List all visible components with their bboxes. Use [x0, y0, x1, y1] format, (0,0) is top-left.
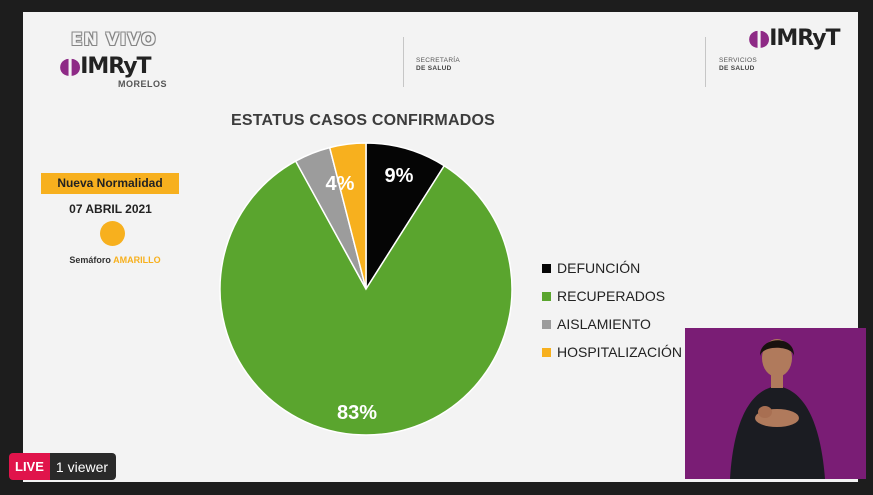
slide: EN VIVO ◖◗IMRyT MORELOS SECRETARÍA DE SA…	[23, 12, 858, 482]
header-divider	[403, 37, 404, 87]
imryt-mark-icon: ◖◗	[59, 54, 81, 79]
pie-slice	[365, 142, 446, 292]
pie-slice	[219, 160, 513, 436]
viewer-count: 1 viewer	[55, 458, 109, 475]
legend-label: DEFUNCIÓN	[557, 260, 641, 276]
morelos-label: MORELOS	[118, 79, 168, 89]
pie-slice-label: 9%	[385, 165, 414, 187]
pie-slice-label: 4%	[336, 149, 365, 171]
legend-label: AISLAMIENTO	[557, 316, 651, 332]
legend-label: HOSPITALIZACIÓN	[557, 344, 682, 360]
date-label: 07 ABRIL 2021	[69, 202, 152, 216]
imryt-brand-text: IMRyT	[80, 54, 151, 79]
chart-legend: DEFUNCIÓN RECUPERADOS AISLAMIENTO HOSPIT…	[542, 254, 682, 366]
pie-slice	[328, 142, 367, 290]
legend-swatch	[542, 263, 551, 273]
semaforo-value: AMARILLO	[113, 255, 161, 265]
servicios-de-salud-label: SERVICIOS DE SALUD	[719, 57, 757, 73]
legend-swatch	[542, 319, 551, 329]
interpreter-figure	[685, 328, 866, 479]
chart-title: ESTATUS CASOS CONFIRMADOS	[231, 112, 495, 129]
de-salud-text: DE SALUD	[719, 65, 755, 72]
servicios-text: SERVICIOS	[719, 57, 757, 64]
pie-slice-label: 83%	[337, 402, 377, 424]
nueva-normalidad-badge: Nueva Normalidad	[41, 173, 179, 194]
imryt-mark-icon: ◖◗	[748, 26, 770, 51]
pie-slice-label: 4%	[326, 173, 355, 195]
legend-item: AISLAMIENTO	[542, 310, 682, 338]
de-salud-text: DE SALUD	[416, 65, 452, 72]
legend-label: RECUPERADOS	[557, 288, 666, 304]
semaforo-status: Semáforo AMARILLO	[60, 255, 170, 265]
header-divider	[705, 37, 706, 87]
imryt-logo-left: ◖◗IMRyT	[59, 54, 152, 79]
semaforo-label: Semáforo	[69, 255, 111, 265]
secretaria-de-salud-label: SECRETARÍA DE SALUD	[416, 57, 460, 73]
legend-item: HOSPITALIZACIÓN	[542, 338, 682, 366]
en-vivo-watermark: EN VIVO	[71, 30, 157, 50]
legend-item: RECUPERADOS	[542, 282, 682, 310]
live-badge: LIVE	[9, 453, 50, 480]
imryt-brand-text: IMRyT	[769, 26, 840, 51]
pie-chart: 9% 83% 4%4%	[219, 142, 513, 436]
secretaria-text: SECRETARÍA	[416, 57, 461, 64]
live-status-pill: LIVE 1 viewer	[9, 453, 117, 480]
legend-swatch	[542, 347, 551, 357]
sign-language-interpreter-video	[685, 328, 866, 479]
legend-item: DEFUNCIÓN	[542, 254, 682, 282]
legend-swatch	[542, 291, 551, 301]
imryt-logo-right: ◖◗IMRyT	[748, 26, 841, 51]
semaforo-light-icon	[100, 221, 125, 246]
